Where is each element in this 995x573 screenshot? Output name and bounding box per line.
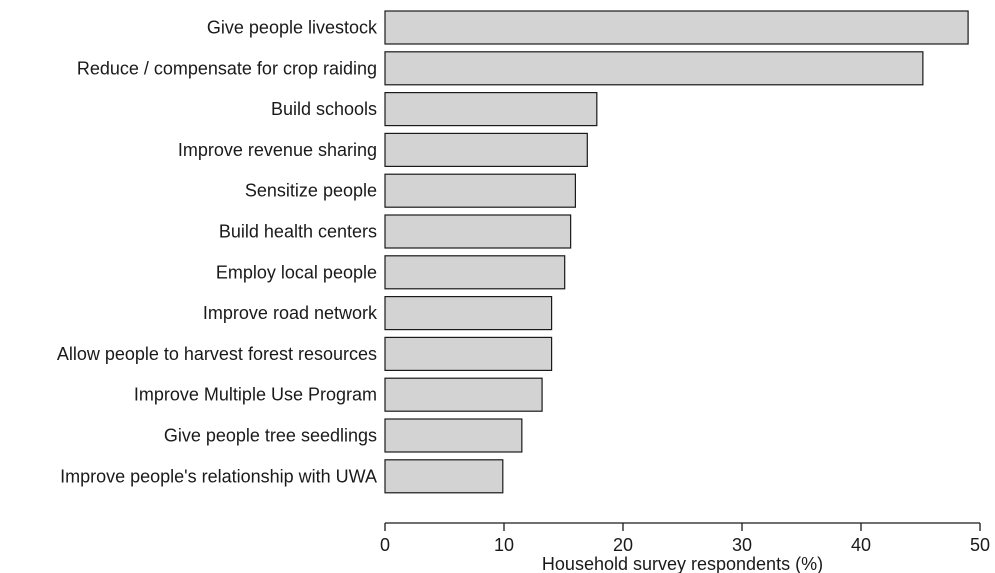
category-label: Improve people's relationship with UWA	[60, 466, 377, 486]
x-tick-label: 40	[851, 535, 871, 555]
category-labels-group: Give people livestock Reduce / compensate…	[57, 18, 378, 487]
category-label: Build health centers	[219, 222, 377, 242]
bar-allow-people-to-harvest-forest-resources	[384, 336, 553, 371]
x-tick-label: 10	[494, 535, 514, 555]
category-label: Reduce / compensate for crop raiding	[77, 58, 377, 78]
category-label: Give people tree seedlings	[164, 426, 377, 446]
category-label: Employ local people	[216, 262, 377, 282]
x-tick-label: 20	[613, 535, 633, 555]
x-tick-label: 50	[970, 535, 990, 555]
x-axis: 0 10 20 30 40 50	[380, 522, 990, 555]
bar-sensitize-people	[384, 173, 576, 208]
x-tick-label: 0	[380, 535, 390, 555]
x-axis-title: Household survey respondents (%)	[542, 554, 823, 573]
x-tick-label: 30	[732, 535, 752, 555]
category-label: Give people livestock	[207, 18, 378, 38]
bar-improve-revenue-sharing	[384, 132, 588, 167]
bar-build-health-centers	[384, 214, 572, 249]
bar-give-people-livestock	[384, 10, 969, 45]
category-label: Allow people to harvest forest resources	[57, 344, 377, 364]
bar-give-people-tree-seedlings	[384, 418, 523, 453]
bar-employ-local-people	[384, 255, 566, 290]
bar-improve-people-s-relationship-with-uwa	[384, 459, 504, 494]
bar-improve-multiple-use-program	[384, 377, 543, 412]
bar-improve-road-network	[384, 296, 553, 331]
bars-group	[384, 10, 969, 494]
category-label: Improve revenue sharing	[178, 140, 377, 160]
category-label: Improve road network	[203, 303, 378, 323]
category-label: Sensitize people	[245, 181, 377, 201]
bar-reduce-compensate-for-crop-raiding	[384, 51, 924, 86]
category-label: Improve Multiple Use Program	[134, 385, 377, 405]
bar-build-schools	[384, 91, 598, 127]
category-label: Build schools	[271, 99, 377, 119]
